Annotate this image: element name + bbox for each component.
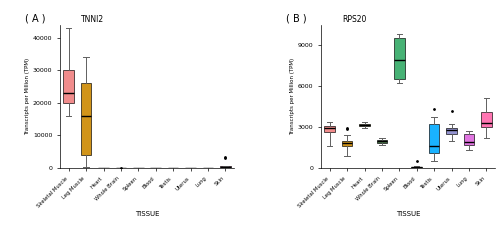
Text: TNNI2: TNNI2: [81, 15, 104, 24]
PathPatch shape: [394, 38, 404, 79]
PathPatch shape: [464, 134, 474, 145]
Y-axis label: Transcripts per Million (TPM): Transcripts per Million (TPM): [25, 58, 30, 135]
Y-axis label: Transcripts per Million (TPM): Transcripts per Million (TPM): [290, 58, 295, 135]
PathPatch shape: [220, 166, 230, 167]
Text: ( B ): ( B ): [286, 13, 307, 23]
PathPatch shape: [342, 141, 352, 146]
PathPatch shape: [324, 126, 335, 132]
PathPatch shape: [429, 124, 440, 153]
X-axis label: TISSUE: TISSUE: [135, 211, 159, 217]
Text: RPS20: RPS20: [342, 15, 366, 24]
PathPatch shape: [481, 112, 492, 127]
PathPatch shape: [412, 167, 422, 168]
Text: ( A ): ( A ): [25, 13, 46, 23]
PathPatch shape: [446, 128, 456, 134]
PathPatch shape: [376, 140, 387, 143]
PathPatch shape: [81, 83, 92, 155]
PathPatch shape: [360, 124, 370, 126]
PathPatch shape: [64, 70, 74, 103]
X-axis label: TISSUE: TISSUE: [396, 211, 420, 217]
